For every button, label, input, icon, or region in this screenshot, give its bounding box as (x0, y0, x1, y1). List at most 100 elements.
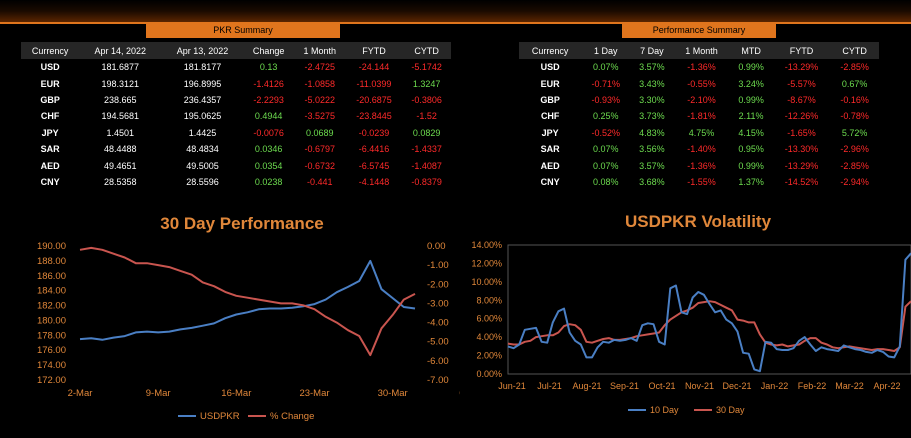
x-tick-label: Sep-21 (610, 381, 639, 391)
x-tick-label: 6-Apr (459, 388, 460, 399)
value-cell: 238.665 (104, 94, 137, 105)
value-cell: -1.36% (687, 62, 716, 73)
value-cell: -2.85% (840, 160, 869, 171)
y-tick-label: 186.00 (37, 271, 66, 282)
x-tick-label: Jan-22 (761, 381, 789, 391)
column-header: Apr 13, 2022 (161, 42, 244, 59)
legend-label-pct-change: % Change (270, 411, 314, 422)
value-cell: -2.96% (840, 144, 869, 155)
value-cell: -1.81% (687, 111, 716, 122)
value-cell: 198.3121 (101, 78, 140, 89)
value-cell: 48.4488 (104, 144, 137, 155)
value-cell: 48.4834 (186, 144, 219, 155)
table-row: USD 0.07% 3.57% -1.36% 0.99% -13.29% -2.85% (519, 59, 879, 75)
column-header: Currency (21, 42, 80, 59)
value-cell: 0.0829 (412, 127, 441, 138)
y-tick-label: 174.00 (37, 360, 66, 371)
x-tick-label: Nov-21 (685, 381, 714, 391)
value-cell: 0.0346 (254, 144, 283, 155)
value-cell: -1.0858 (304, 78, 335, 89)
value-cell: -13.30% (784, 144, 819, 155)
currency-cell: CNY (40, 176, 60, 187)
value-cell: -1.36% (687, 160, 716, 171)
value-cell: 0.4944 (254, 111, 283, 122)
volatility-chart: 14.00% 12.00% 10.00% 8.00% 6.00% 4.00% 2.00% 0.… (471, 240, 911, 415)
value-cell: -5.1742 (411, 62, 442, 73)
y2-tick-label: 0.00 (427, 241, 446, 252)
value-cell: 0.99% (738, 62, 764, 73)
table-row: EUR -0.71% 3.43% -0.55% 3.24% -5.57% 0.67% (519, 75, 879, 91)
table-row: SAR 48.4488 48.4834 0.0346 -0.6797 -6.4416 -1.… (21, 141, 451, 157)
value-cell: 195.0625 (183, 111, 222, 122)
currency-cell: USD (40, 62, 60, 73)
y-tick-label: 10.00% (471, 277, 502, 287)
value-cell: 28.5596 (186, 176, 219, 187)
value-cell: -1.4087 (411, 160, 442, 171)
value-cell: -0.0076 (253, 127, 284, 138)
value-cell: -23.8445 (356, 111, 392, 122)
value-cell: 0.07% (592, 62, 619, 73)
y-tick-label: 182.00 (37, 301, 66, 312)
value-cell: 3.68% (639, 176, 665, 187)
y-tick-label: 184.00 (37, 286, 66, 297)
value-cell: -2.85% (840, 62, 869, 73)
plot-area (507, 244, 911, 375)
value-cell: -0.16% (840, 94, 869, 105)
y-tick-label: 8.00% (476, 295, 502, 305)
value-cell: -1.65% (787, 127, 816, 138)
value-cell: -0.0239 (358, 127, 390, 138)
value-cell: 3.57% (639, 160, 665, 171)
value-cell: -14.52% (784, 176, 819, 187)
x-tick-label: 2-Mar (68, 388, 93, 399)
y2-tick-label: -7.00 (427, 375, 449, 386)
y-tick-label: 14.00% (471, 240, 502, 250)
y-tick-label: 178.00 (37, 330, 66, 341)
column-header: CYTD (830, 42, 879, 59)
x-tick-label: Jun-21 (498, 381, 526, 391)
value-cell: 1.3247 (412, 78, 441, 89)
value-cell: 28.5358 (104, 176, 137, 187)
pkr-summary-header-row: Currency Apr 14, 2022 Apr 13, 2022 Change 1 … (21, 42, 451, 59)
table-row: JPY -0.52% 4.83% 4.75% 4.15% -1.65% 5.72% (519, 125, 879, 141)
pkr-summary-title: PKR Summary (146, 22, 340, 38)
value-cell: 0.07% (592, 144, 619, 155)
y-tick-label: 4.00% (476, 332, 502, 342)
performance-summary-header-row: Currency 1 Day 7 Day 1 Month MTD FYTD CYTD (519, 42, 879, 59)
currency-cell: CNY (540, 176, 560, 187)
value-cell: -6.5745 (358, 160, 390, 171)
value-cell: -13.29% (784, 160, 819, 171)
value-cell: 0.07% (592, 160, 619, 171)
legend-label-10day: 10 Day (650, 405, 679, 415)
vol-30day-series-line (507, 300, 911, 352)
usdpkr-series-line (79, 259, 416, 341)
y2-tick-label: -5.00 (427, 337, 449, 348)
perf-chart: 190.00 188.00 186.00 184.00 182.00 180.00 178.… (37, 241, 460, 422)
table-row: CHF 194.5681 195.0625 0.4944 -3.5275 -23.8445… (21, 108, 451, 124)
table-row: CNY 28.5358 28.5596 0.0238 -0.441 -4.1448 -0.8… (21, 174, 451, 190)
table-row: GBP 238.665 236.4357 -2.2293 -5.0222 -20.6875… (21, 92, 451, 108)
table-row: SAR 0.07% 3.56% -1.40% 0.95% -13.30% -2.96% (519, 141, 879, 157)
column-header: 7 Day (630, 42, 674, 59)
table-row: EUR 198.3121 196.8995 -1.4126 -1.0858 -11.039… (21, 75, 451, 91)
value-cell: 49.4651 (104, 160, 137, 171)
value-cell: -0.52% (591, 127, 620, 138)
y-tick-label: 190.00 (37, 241, 66, 252)
value-cell: 1.4501 (106, 127, 135, 138)
pct-change-series-line (79, 246, 416, 357)
table-row: CNY 0.08% 3.68% -1.55% 1.37% -14.52% -2.94% (519, 174, 879, 190)
value-cell: 196.8995 (183, 78, 222, 89)
value-cell: -3.5275 (304, 111, 335, 122)
y2-tick-label: -6.00 (427, 356, 449, 367)
value-cell: -6.4416 (358, 144, 390, 155)
currency-cell: JPY (541, 127, 559, 138)
value-cell: 0.99% (738, 160, 764, 171)
y2-tick-label: -2.00 (427, 279, 449, 290)
header-band (0, 0, 911, 22)
value-cell: 4.83% (639, 127, 665, 138)
value-cell: 0.0689 (305, 127, 334, 138)
x-tick-label: Apr-22 (873, 381, 900, 391)
currency-cell: USD (540, 62, 560, 73)
currency-cell: AED (540, 160, 560, 171)
value-cell: -12.26% (784, 111, 819, 122)
value-cell: 0.08% (592, 176, 619, 187)
